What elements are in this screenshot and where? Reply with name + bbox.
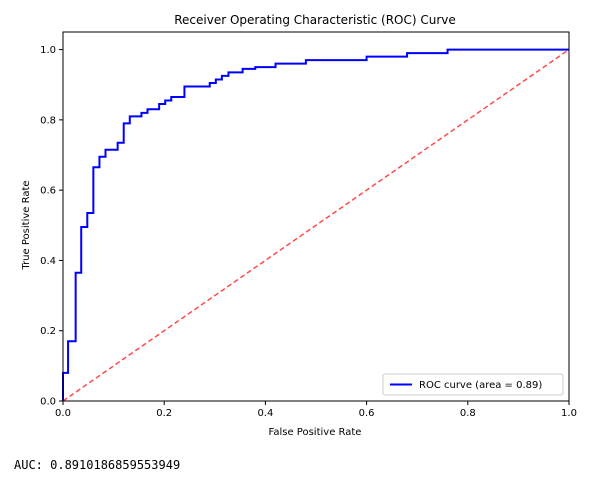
chance-diagonal-line (62, 48, 570, 402)
x-tick-label: 0.6 (359, 408, 375, 419)
y-tick-label: 0.6 (40, 186, 56, 197)
plot-frame (62, 31, 570, 402)
roc-chart: Receiver Operating Characteristic (ROC) … (21, 13, 577, 438)
y-tick-label: 0.0 (40, 397, 56, 408)
y-tick-label: 0.4 (40, 256, 56, 267)
x-axis-label: False Positive Rate (269, 427, 362, 438)
y-tick-label: 1.0 (40, 45, 56, 56)
x-tick-label: 0.8 (460, 408, 476, 419)
auc-output-text: AUC: 0.8910186859553949 (14, 458, 181, 472)
chart-title: Receiver Operating Characteristic (ROC) … (174, 13, 456, 27)
y-tick-label: 0.8 (40, 115, 56, 126)
x-tick-label: 0.4 (257, 408, 273, 419)
x-tick-label: 0.0 (55, 408, 71, 419)
y-tick-label: 0.2 (40, 326, 56, 337)
x-tick-label: 1.0 (561, 408, 577, 419)
plot-area: 0.0 0.2 0.4 0.6 0.8 1.0 0.0 0.2 0.4 0.6 0.8 1.0 ROC … (40, 31, 577, 419)
roc-curve-line (62, 48, 569, 401)
legend-box (382, 373, 564, 396)
y-axis-label: True Positive Rate (21, 180, 32, 270)
x-tick-label: 0.2 (156, 408, 172, 419)
legend-label: ROC curve (area = 0.89) (419, 380, 542, 391)
